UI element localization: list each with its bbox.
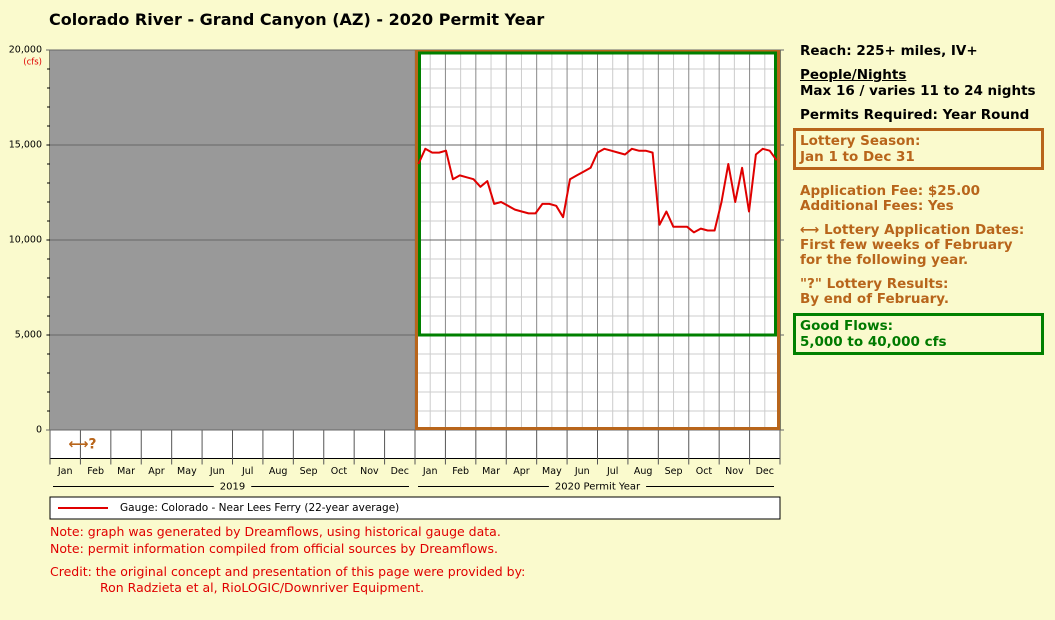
x-tick-label: Jan	[422, 466, 438, 477]
x-tick-label: Jun	[209, 466, 225, 477]
chart-title: Colorado River - Grand Canyon (AZ) - 202…	[49, 10, 545, 29]
fee: Additional Fees: Yes	[800, 198, 954, 214]
x-tick-label: Nov	[360, 466, 379, 477]
x-tick-label: Mar	[482, 466, 500, 477]
fee: Application Fee: $25.00	[800, 183, 980, 199]
credit: Credit: the original concept and present…	[50, 564, 526, 579]
x-tick-label: Oct	[696, 466, 713, 477]
y-unit: (cfs)	[23, 58, 42, 68]
y-tick-label: 15,000	[9, 140, 42, 151]
note: Note: permit information compiled from o…	[50, 541, 498, 556]
y-tick-label: 10,000	[9, 235, 42, 246]
text: Jan 1 to Dec 31	[800, 149, 915, 165]
results: By end of February.	[800, 291, 949, 307]
x-tick-label: Jan	[57, 466, 73, 477]
dates: ⟷ Lottery Application Dates:	[800, 222, 1025, 238]
x-tick-label: Jul	[606, 466, 618, 477]
results: "?" Lottery Results:	[800, 276, 949, 292]
people-heading: People/Nights	[800, 67, 907, 83]
x-tick-label: Feb	[452, 466, 469, 477]
y-tick-label: 5,000	[15, 330, 42, 341]
x-tick-label: May	[177, 466, 197, 477]
x-tick-label: Apr	[148, 466, 165, 477]
text: 5,000 to 40,000 cfs	[800, 334, 947, 350]
good-flows-box: Good Flows: 5,000 to 40,000 cfs	[793, 313, 1044, 355]
gauge-line	[417, 147, 778, 234]
x-tick-label: Apr	[513, 466, 530, 477]
x-tick-label: Feb	[87, 466, 104, 477]
dates: First few weeks of February	[800, 237, 1013, 253]
note: Note: graph was generated by Dreamflows,…	[50, 524, 501, 539]
dates: for the following year.	[800, 252, 969, 268]
x-tick-label: Nov	[725, 466, 744, 477]
x-tick-label: Jul	[241, 466, 253, 477]
text: Good Flows:	[800, 318, 894, 334]
text: Lottery Season:	[800, 133, 921, 149]
people: Max 16 / varies 11 to 24 nights	[800, 83, 1036, 99]
x-tick-label: Oct	[331, 466, 348, 477]
good-flows-range	[418, 51, 777, 337]
x-tick-label: Sep	[300, 466, 318, 477]
lottery-season-box: Lottery Season: Jan 1 to Dec 31	[793, 128, 1044, 170]
x-tick-label: Jun	[574, 466, 590, 477]
y-tick-label: 20,000	[9, 45, 42, 56]
x-tick-label: Dec	[756, 466, 774, 477]
legend-box	[49, 496, 781, 520]
credit: Ron Radzieta et al, RioLOGIC/Downriver E…	[100, 580, 425, 595]
x-tick-label: Dec	[391, 466, 409, 477]
year-label: 2019	[220, 482, 245, 493]
permits: Permits Required: Year Round	[800, 107, 1030, 123]
x-tick-label: Sep	[665, 466, 683, 477]
x-tick-label: Aug	[269, 466, 288, 477]
x-tick-label: Mar	[117, 466, 135, 477]
annotation: ⟷?	[68, 436, 96, 452]
y-tick-label: 0	[36, 425, 42, 436]
legend-label: Gauge: Colorado - Near Lees Ferry (22-ye…	[120, 502, 399, 514]
year-label: 2020 Permit Year	[555, 482, 641, 493]
reach: Reach: 225+ miles, IV+	[800, 43, 978, 59]
x-tick-label: May	[542, 466, 562, 477]
x-tick-label: Aug	[634, 466, 653, 477]
